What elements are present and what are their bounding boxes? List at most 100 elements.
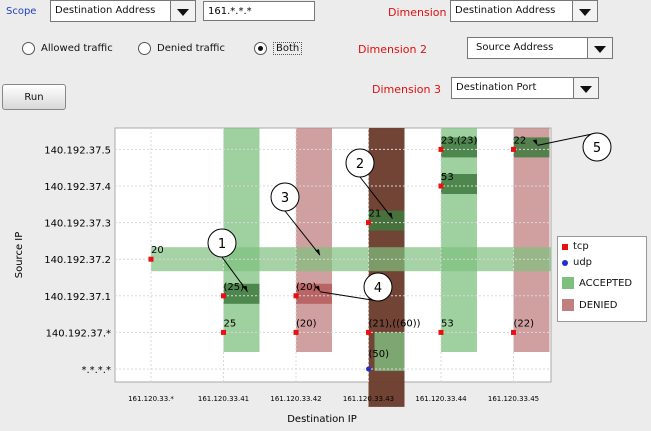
legend-denied-label: DENIED [579, 299, 618, 311]
callout-circle [270, 182, 300, 212]
data-label: 53 [441, 172, 454, 183]
radio-circle-icon[interactable] [22, 42, 35, 55]
legend-udp-label: udp [573, 257, 593, 268]
y-axis-label: Source IP [14, 232, 25, 279]
radio-denied-traffic[interactable]: Denied traffic [138, 42, 225, 55]
accepted-swatch-icon [562, 277, 574, 289]
tcp-point [221, 293, 226, 299]
dimension3-label: Dimension 3 [372, 83, 441, 96]
y-tick-label: 140.192.37.4 [44, 182, 111, 193]
callout-arrowhead-icon [242, 285, 248, 292]
dimension1-label: Dimension 1 [388, 6, 457, 19]
run-button[interactable]: Run [2, 84, 66, 110]
tcp-point [293, 293, 299, 299]
chart-legend: tcp udp ACCEPTED DENIED [557, 236, 647, 322]
data-label: 20 [151, 245, 164, 256]
radio-selected-icon[interactable] [254, 42, 267, 55]
callout-circle [207, 228, 237, 258]
data-label: 25 [224, 318, 237, 329]
legend-item-denied: DENIED [562, 299, 617, 311]
callout-arrow [537, 132, 598, 146]
callout-arrow [221, 256, 248, 293]
dimension2-dropdown[interactable]: Source Address [467, 37, 613, 59]
chevron-down-icon [177, 9, 189, 16]
callout-arrowhead-icon [532, 139, 538, 146]
callout-layer: 1 2 3 4 5 [207, 132, 612, 302]
dimension1-dropdown-value: Destination Address [455, 5, 556, 16]
cell-layer [223, 137, 550, 304]
dimension2-label: Dimension 2 [358, 43, 427, 56]
callout-arrowhead-icon [315, 285, 320, 292]
x-tick-label: 161.120.33.* [128, 395, 174, 403]
tcp-point [511, 146, 516, 152]
radio-circle-icon[interactable] [138, 42, 151, 55]
dimension3-dropdown[interactable]: Destination Port [451, 77, 599, 99]
cell-highlight [223, 283, 260, 304]
data-label: (50) [369, 349, 390, 360]
dimension1-dropdown-button[interactable] [572, 1, 597, 21]
callout-arrow [359, 176, 393, 219]
radio-allowed-traffic[interactable]: Allowed traffic [22, 42, 113, 55]
callout-arrow [319, 291, 379, 302]
tcp-point [438, 329, 444, 335]
data-label: 23,(23) [441, 135, 478, 146]
chevron-down-icon [580, 86, 592, 93]
band-layer [151, 128, 551, 407]
data-label: (21),((60)) [369, 318, 421, 329]
callout-number: 1 [218, 237, 226, 252]
tcp-point [366, 220, 371, 226]
x-tick-label: 161.120.33.44 [415, 395, 467, 403]
cell-highlight [441, 137, 477, 158]
tcp-point [366, 329, 371, 335]
scope-dropdown[interactable]: Destination Address [50, 0, 196, 22]
callout-number: 3 [281, 191, 289, 206]
callout-arrowhead-icon [315, 249, 320, 256]
cell-highlight [441, 174, 477, 194]
data-label: (25) [224, 282, 245, 293]
data-label: 53 [441, 318, 454, 329]
callout-circle [582, 132, 612, 162]
callout-arrowhead-icon [387, 212, 393, 219]
x-tick-label: 161.120.33.42 [270, 395, 321, 403]
y-tick-label: 140.192.37.1 [44, 292, 111, 303]
legend-item-udp: udp [562, 257, 592, 268]
radio-both-label: Both [273, 42, 303, 55]
denied-swatch-icon [562, 299, 574, 311]
tcp-point [293, 329, 299, 335]
callout-circle [363, 272, 393, 302]
y-tick-label: *.*.*.* [81, 365, 111, 376]
legend-item-tcp: tcp [562, 241, 589, 252]
udp-point [366, 366, 371, 372]
tcp-point [511, 329, 516, 335]
grid-layer [115, 128, 551, 382]
chevron-down-icon [594, 46, 606, 53]
tcp-point [438, 183, 444, 189]
data-label: (20) [296, 282, 317, 293]
scope-dropdown-button[interactable] [170, 1, 195, 21]
callout-number: 2 [356, 157, 364, 172]
data-label: (22) [514, 318, 535, 329]
y-tick-label: 140.192.37.3 [44, 219, 111, 230]
dimension1-dropdown[interactable]: Destination Address [450, 0, 598, 22]
legend-item-accepted: ACCEPTED [562, 277, 632, 289]
dimension3-dropdown-button[interactable] [573, 78, 598, 98]
y-tick-label: 140.192.37.* [46, 328, 111, 339]
band-extension-udp [374, 332, 405, 371]
x-tick-label: 161.120.33.43 [343, 395, 394, 403]
udp-swatch-icon [562, 259, 568, 266]
data-label: 22 [514, 135, 527, 146]
radio-both[interactable]: Both [254, 42, 303, 55]
tcp-swatch-icon [562, 243, 568, 250]
cell-highlight [513, 137, 550, 158]
chevron-down-icon [579, 9, 591, 16]
cell-highlight [368, 210, 405, 231]
scope-filter-input[interactable] [203, 1, 315, 21]
cell-highlight [296, 283, 332, 304]
scope-filter-text[interactable] [204, 2, 314, 20]
callout-number: 5 [593, 141, 601, 156]
callout-number: 4 [374, 281, 382, 296]
y-tick-label: 140.192.37.5 [44, 145, 111, 156]
dimension2-dropdown-button[interactable] [587, 38, 612, 58]
tcp-point [438, 146, 444, 152]
